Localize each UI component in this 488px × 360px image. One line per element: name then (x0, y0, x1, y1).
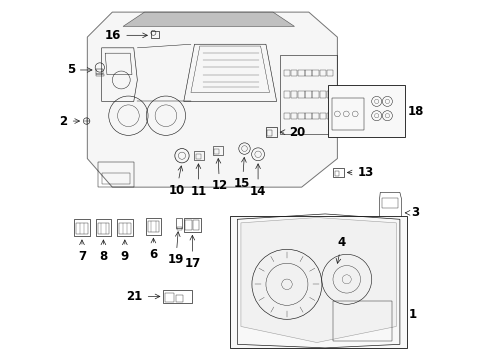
Bar (74, 219, 90, 237)
Bar (332, 168, 343, 177)
Bar (95, 219, 111, 237)
Bar (214, 149, 219, 154)
Bar (267, 130, 272, 136)
Text: 19: 19 (167, 232, 183, 266)
Text: 1: 1 (408, 309, 416, 321)
Bar (305, 91, 311, 98)
Bar (333, 301, 391, 341)
Bar (213, 146, 223, 155)
Bar (334, 171, 338, 176)
Bar (319, 70, 325, 76)
Text: 7: 7 (78, 240, 86, 263)
Bar (319, 113, 325, 119)
Bar (183, 217, 201, 232)
Text: 17: 17 (184, 235, 200, 270)
Bar (176, 227, 181, 230)
Bar (290, 113, 297, 119)
Polygon shape (123, 12, 294, 26)
Bar (382, 225, 391, 232)
Bar (165, 293, 174, 302)
Bar (117, 219, 132, 237)
Bar (95, 73, 104, 76)
Text: 13: 13 (346, 166, 373, 179)
Bar (298, 91, 304, 98)
Text: 11: 11 (190, 164, 206, 198)
Text: 16: 16 (104, 29, 147, 42)
Bar (331, 98, 364, 130)
Bar (312, 113, 318, 119)
Bar (381, 198, 397, 208)
Bar (298, 70, 304, 76)
Bar (290, 70, 297, 76)
Text: 12: 12 (211, 158, 227, 192)
Text: 6: 6 (149, 238, 157, 261)
Bar (283, 70, 290, 76)
Bar (147, 221, 159, 232)
Bar (265, 127, 276, 137)
Bar (326, 91, 332, 98)
Text: 2: 2 (60, 114, 80, 127)
Text: 9: 9 (121, 240, 129, 263)
Text: 18: 18 (407, 105, 424, 118)
Polygon shape (241, 217, 395, 342)
Bar (196, 154, 201, 159)
Bar (230, 216, 406, 348)
Bar (185, 220, 191, 230)
Bar (76, 223, 87, 234)
Bar (305, 70, 311, 76)
Bar (298, 113, 304, 119)
Text: 5: 5 (66, 63, 92, 76)
Text: 15: 15 (234, 157, 250, 190)
Bar (193, 220, 199, 230)
Bar (326, 70, 332, 76)
Text: 20: 20 (280, 126, 305, 139)
Bar (102, 173, 130, 184)
Bar (145, 217, 161, 235)
Text: 10: 10 (168, 166, 184, 197)
Bar (176, 296, 183, 302)
Bar (96, 69, 103, 74)
Bar (319, 91, 325, 98)
Bar (176, 218, 182, 228)
Bar (119, 223, 130, 234)
Bar (305, 113, 311, 119)
Bar (283, 91, 290, 98)
Text: 21: 21 (126, 290, 160, 303)
Bar (312, 70, 318, 76)
Bar (290, 91, 297, 98)
Bar (328, 85, 405, 137)
Bar (326, 113, 332, 119)
Text: 14: 14 (249, 164, 266, 198)
Bar (163, 290, 192, 303)
Bar (151, 31, 159, 38)
Text: 3: 3 (405, 206, 419, 219)
Bar (98, 223, 109, 234)
Bar (312, 91, 318, 98)
Text: 4: 4 (335, 236, 345, 263)
Bar (283, 113, 290, 119)
Text: 8: 8 (99, 240, 107, 263)
Bar (194, 152, 203, 160)
Polygon shape (87, 12, 337, 187)
